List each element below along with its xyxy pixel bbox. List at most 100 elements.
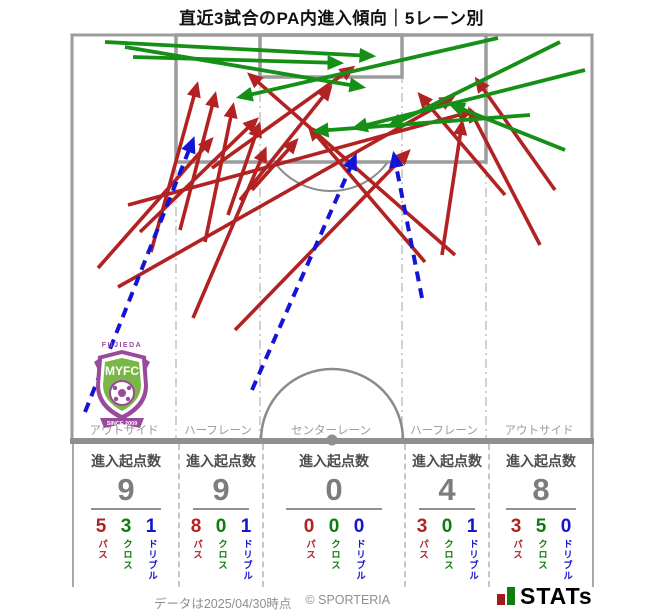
arrow-cross bbox=[448, 102, 566, 152]
arrow-pass bbox=[96, 137, 214, 270]
arrow-pass bbox=[250, 138, 299, 192]
arrows-layer bbox=[83, 36, 586, 413]
pass-label: パス bbox=[304, 539, 315, 561]
arrow-pass bbox=[440, 119, 468, 256]
club-crest-wings bbox=[94, 358, 150, 372]
arrow-dribble bbox=[250, 153, 357, 391]
lane-label-center: センターレーン bbox=[291, 424, 371, 437]
pass-label: パス bbox=[96, 539, 107, 561]
lane-column-outside-left: 進入起点数 9 5 パス 3 クロス 1 ドリブル bbox=[74, 444, 178, 587]
pass-count: 5 bbox=[95, 516, 107, 538]
pass-count: 3 bbox=[416, 516, 428, 538]
arrow-cross bbox=[235, 36, 499, 102]
cross-label: クロス bbox=[329, 539, 340, 571]
data-timestamp: データは2025/04/30時点 bbox=[153, 597, 292, 611]
copyright: © SPORTERIA bbox=[305, 593, 391, 607]
club-logo-main-text: MYFC bbox=[105, 364, 139, 378]
lane-label-half-left: ハーフレーン bbox=[184, 425, 252, 437]
arrow-dribble bbox=[389, 150, 424, 299]
club-logo-banner-text: SINCE 2009 bbox=[107, 421, 138, 427]
pitch-markings bbox=[70, 33, 594, 446]
lane-column-outside-right: 進入起点数 8 3 パス 5 クロス 0 ドリブル bbox=[488, 444, 592, 587]
dribble-count: 1 bbox=[145, 516, 157, 538]
origin-count: 9 bbox=[117, 472, 135, 507]
arrow-pass bbox=[138, 117, 259, 234]
arrow-cross bbox=[124, 45, 367, 93]
arrow-pass bbox=[233, 149, 411, 332]
club-logo-banner bbox=[100, 418, 144, 428]
origin-count: 9 bbox=[212, 472, 230, 507]
stat-header: 進入起点数 bbox=[506, 453, 576, 469]
lane-labels: アウトサイド ハーフレーン センターレーン ハーフレーン アウトサイド bbox=[90, 424, 574, 437]
origin-count: 4 bbox=[438, 472, 456, 507]
stat-header: 進入起点数 bbox=[91, 453, 161, 469]
lane-column-half-right: 進入起点数 4 3 パス 0 クロス 1 ドリブル bbox=[404, 444, 488, 587]
arrow-pass bbox=[468, 106, 542, 246]
lane-label-outside-right: アウトサイド bbox=[505, 424, 574, 437]
club-logo: FUJIEDA MYFC SINCE 2009 bbox=[94, 342, 150, 428]
cross-label: クロス bbox=[216, 539, 227, 571]
stats-brand-logo: STATs bbox=[497, 585, 593, 608]
cross-label: クロス bbox=[536, 539, 547, 571]
stat-header: 進入起点数 bbox=[299, 453, 369, 469]
dribble-count: 1 bbox=[466, 516, 478, 538]
dribble-count: 0 bbox=[560, 516, 572, 538]
dribble-count: 1 bbox=[240, 516, 252, 538]
arrow-pass bbox=[474, 76, 557, 192]
arrow-dribble bbox=[83, 136, 196, 413]
pass-count: 3 bbox=[510, 516, 522, 538]
dribble-label: ドリブル bbox=[561, 539, 572, 582]
divider-line bbox=[90, 508, 162, 511]
cross-count: 0 bbox=[441, 516, 453, 538]
dribble-label: ドリブル bbox=[241, 539, 252, 582]
lane-column-center: 進入起点数 0 0 パス 0 クロス 0 ドリブル bbox=[262, 444, 404, 587]
origin-count: 8 bbox=[532, 472, 550, 507]
lane-stats-table: 進入起点数 9 5 パス 3 クロス 1 ドリブル 進入起点数 9 8 パス 0 クロス … bbox=[72, 444, 594, 587]
divider-line bbox=[286, 508, 382, 511]
pass-label: パス bbox=[191, 539, 202, 561]
pass-count: 0 bbox=[303, 516, 315, 538]
arrow-pass bbox=[203, 102, 238, 243]
arrow-pass bbox=[210, 65, 356, 170]
club-logo-top-text: FUJIEDA bbox=[102, 342, 142, 349]
divider-line bbox=[506, 508, 576, 511]
pitch-diagram: アウトサイド ハーフレーン センターレーン ハーフレーン アウトサイド bbox=[70, 33, 594, 446]
arrow-cross bbox=[132, 55, 345, 71]
dribble-label: ドリブル bbox=[146, 539, 157, 582]
lane-label-half-right: ハーフレーン bbox=[410, 425, 478, 437]
arrow-pass bbox=[191, 146, 267, 319]
arrow-pass bbox=[307, 124, 427, 264]
arrow-pass bbox=[149, 81, 201, 253]
penalty-arc bbox=[274, 162, 388, 192]
arrow-pass bbox=[178, 91, 219, 231]
cross-count: 5 bbox=[535, 516, 547, 538]
arrow-pass bbox=[417, 91, 507, 197]
arrow-pass bbox=[117, 96, 456, 289]
arrow-cross bbox=[104, 40, 377, 63]
cross-label: クロス bbox=[121, 539, 132, 571]
chart-title: 直近3試合のPA内進入傾向｜5レーン別 bbox=[179, 9, 484, 28]
bar-chart-icon bbox=[497, 587, 515, 608]
pass-label: パス bbox=[511, 539, 522, 561]
footer-note: データは2025/04/30時点 © SPORTERIA bbox=[72, 593, 472, 611]
cross-count: 3 bbox=[120, 516, 132, 538]
dribble-count: 0 bbox=[353, 516, 365, 538]
divider-line bbox=[419, 508, 475, 511]
stat-header: 進入起点数 bbox=[186, 453, 256, 469]
arrow-cross bbox=[350, 68, 586, 133]
center-spot bbox=[326, 434, 338, 446]
dribble-label: ドリブル bbox=[467, 539, 478, 582]
brand-name: STATs bbox=[520, 583, 593, 609]
lane-dividers bbox=[175, 36, 487, 440]
cross-count: 0 bbox=[328, 516, 340, 538]
lane-column-half-left: 進入起点数 9 8 パス 0 クロス 1 ドリブル bbox=[178, 444, 262, 587]
goal-box bbox=[258, 33, 404, 79]
origin-count: 0 bbox=[325, 472, 343, 507]
center-circle bbox=[259, 367, 405, 441]
dribble-label: ドリブル bbox=[354, 539, 365, 582]
cross-count: 0 bbox=[215, 516, 227, 538]
stat-header: 進入起点数 bbox=[412, 453, 482, 469]
divider-line bbox=[193, 508, 249, 511]
cross-label: クロス bbox=[442, 539, 453, 571]
